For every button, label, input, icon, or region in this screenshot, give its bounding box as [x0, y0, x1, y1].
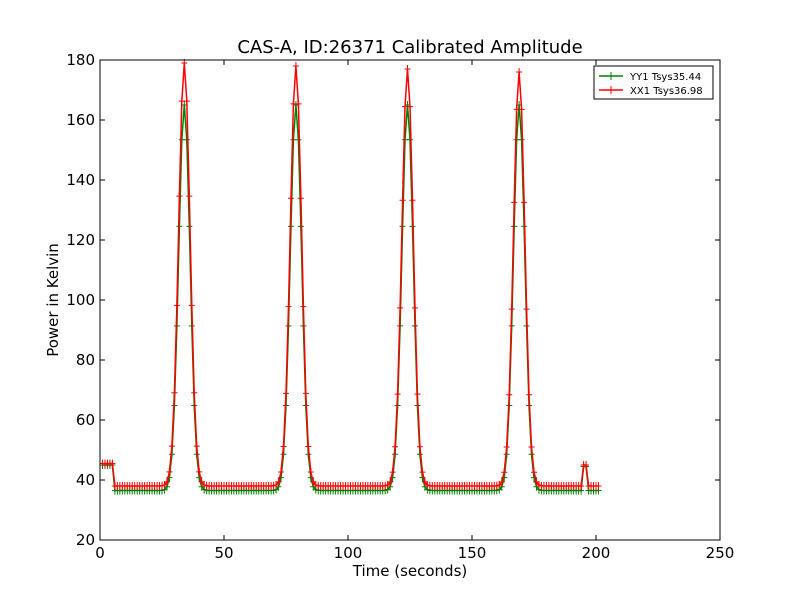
series-point: [407, 102, 413, 111]
legend-label: YY1 Tsys35.44: [629, 72, 701, 83]
series-point: [295, 135, 302, 144]
y-tick-label: 160: [66, 111, 95, 129]
x-tick-label: 150: [458, 544, 487, 562]
series-point: [416, 442, 423, 451]
series-point: [411, 303, 418, 312]
series-point: [292, 62, 299, 70]
x-tick-label: 50: [214, 544, 233, 562]
series-point: [399, 196, 406, 205]
series-point: [511, 198, 518, 207]
series-point: [183, 97, 190, 106]
series-point: [523, 305, 530, 314]
plot-area: [99, 59, 602, 495]
x-axis-title: Time (seconds): [352, 562, 468, 580]
plot-frame: [99, 59, 721, 541]
legend-box: [593, 65, 714, 100]
series-point: [506, 390, 513, 399]
series-point: [166, 467, 173, 476]
series-point: [419, 468, 426, 477]
series-point: [508, 305, 515, 314]
series-point: [518, 105, 525, 114]
legend-marker: [608, 72, 614, 80]
series-point: [297, 194, 304, 203]
legend-label: XX1 Tsys36.98: [630, 86, 703, 97]
series-point: [394, 390, 401, 399]
series-point: [109, 459, 116, 468]
series-point: [389, 468, 396, 477]
y-tick-label: 20: [76, 531, 95, 549]
series-point: [404, 65, 411, 73]
x-tick-label: 100: [334, 544, 363, 562]
x-tick-label: 0: [95, 544, 105, 562]
series-point: [409, 196, 416, 205]
series-point: [501, 468, 508, 477]
chart-title: CAS-A, ID:26371 Calibrated Amplitude: [237, 37, 582, 58]
series-point: [278, 468, 285, 477]
series-point: [595, 482, 602, 490]
series-point: [285, 302, 292, 311]
series-point: [503, 443, 510, 452]
legend: YY1 Tsys35.44 XX1 Tsys36.98: [593, 65, 714, 100]
series-point: [171, 388, 178, 397]
series-point: [387, 477, 394, 486]
series-point: [163, 477, 170, 486]
series-point: [392, 442, 399, 451]
series-point: [578, 482, 585, 490]
y-tick-label: 120: [66, 231, 95, 249]
legend-marker: [608, 86, 614, 94]
series-point: [498, 477, 505, 486]
series-point: [188, 301, 195, 310]
series-point: [275, 477, 282, 486]
series-point: [397, 303, 404, 312]
series-point: [168, 442, 175, 451]
y-axis-title: Power in Kelvin: [44, 243, 62, 357]
x-tick-label: 250: [706, 544, 735, 562]
series-point: [283, 389, 289, 398]
series-point: [191, 388, 198, 397]
series-point: [302, 389, 309, 398]
series-point: [526, 390, 533, 399]
series-point: [528, 443, 535, 452]
series-point: [173, 301, 180, 310]
series-point: [531, 468, 537, 477]
y-tick-label: 40: [76, 471, 95, 489]
series-point: [583, 461, 590, 469]
series-point: [307, 468, 314, 477]
series-point: [196, 467, 203, 476]
series-line-xx1: [102, 62, 599, 487]
axis-ticks: 0 50 100 150 200 250 20 40 60 80 100 120 140 160 180: [66, 51, 734, 562]
y-tick-label: 100: [66, 291, 95, 309]
series-point: [176, 192, 183, 201]
series-point: [280, 442, 287, 451]
series-point: [305, 442, 312, 451]
series-point: [295, 99, 302, 108]
x-tick-label: 200: [582, 544, 611, 562]
series-point: [414, 390, 421, 399]
series-point: [407, 135, 413, 144]
y-tick-label: 140: [66, 171, 95, 189]
series-point: [516, 68, 523, 76]
series-point: [300, 302, 307, 311]
series-point: [521, 198, 528, 207]
y-tick-label: 60: [76, 411, 95, 429]
series-point: [183, 135, 190, 144]
series-point: [193, 442, 200, 451]
series-point: [186, 192, 193, 201]
y-tick-label: 180: [66, 51, 95, 69]
y-tick-label: 80: [76, 351, 95, 369]
series-point: [287, 194, 294, 203]
